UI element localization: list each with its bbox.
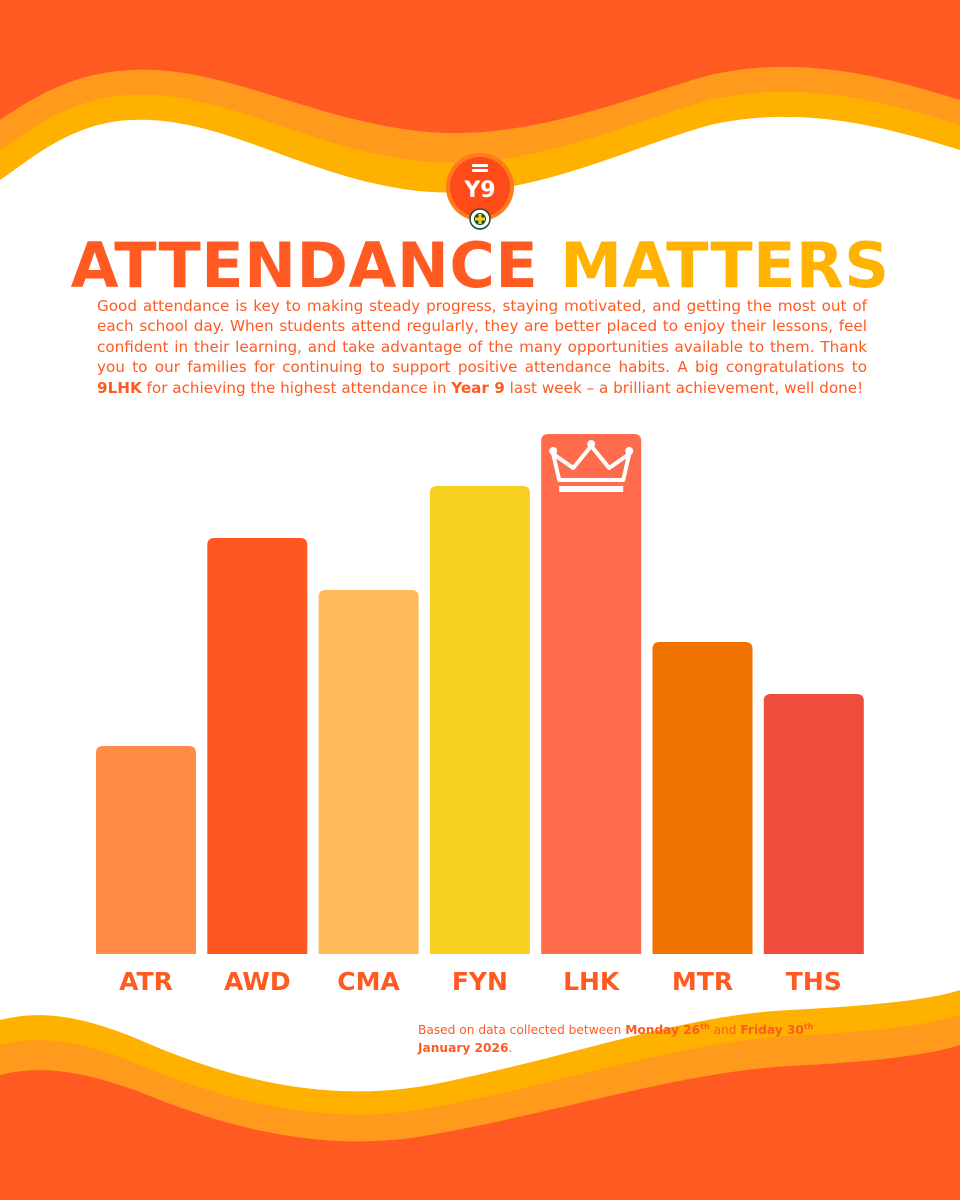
bar-atr	[96, 746, 196, 954]
bar-fyn	[429, 486, 530, 954]
title-attendance: ATTENDANCE	[70, 229, 539, 302]
footnote-end: .	[508, 1041, 513, 1056]
intro-text-3: last week – a brilliant achievement, wel…	[504, 378, 864, 397]
highlight-year: Year 9	[451, 378, 505, 397]
footnote-end-day: Friday 30	[740, 1023, 804, 1038]
intro-paragraph: Good attendance is key to making steady …	[97, 296, 867, 398]
bar-mtr	[652, 642, 753, 954]
x-tick-label-cma: CMA	[337, 967, 400, 996]
x-tick-label-awd: AWD	[224, 967, 291, 996]
data-footnote: Based on data collected between Monday 2…	[418, 1018, 858, 1057]
footnote-middle: and	[709, 1023, 741, 1038]
footnote-start-day: Monday 26	[625, 1023, 701, 1038]
bar-lhk	[541, 434, 642, 954]
x-tick-label-fyn: FYN	[452, 967, 508, 996]
x-tick-label-ths: THS	[786, 967, 842, 996]
x-tick-label-lhk: LHK	[563, 967, 621, 996]
bar-ths	[763, 694, 864, 954]
bar-awd	[207, 538, 308, 954]
top-wave-decoration	[0, 0, 960, 230]
bottom-wave-decoration	[0, 990, 960, 1200]
y9-logo: Y9	[446, 153, 514, 230]
highlight-form: 9LHK	[97, 378, 142, 397]
intro-text-2: for achieving the highest attendance in	[141, 378, 452, 397]
footnote-end-suffix: th	[803, 1022, 814, 1031]
title-matters: MATTERS	[560, 229, 890, 302]
crown-icon	[549, 440, 634, 492]
x-tick-label-atr: ATR	[119, 967, 173, 996]
page-title: ATTENDANCE MATTERS	[0, 228, 960, 304]
x-tick-label-mtr: MTR	[672, 967, 733, 996]
footnote-start-suffix: th	[700, 1022, 710, 1031]
intro-text: Good attendance is key to making steady …	[97, 297, 867, 377]
attendance-bar-chart: ATR AWD CMA FYN LHK MTR THS	[96, 434, 864, 996]
bar-cma	[318, 590, 419, 954]
logo-text: Y9	[463, 178, 495, 203]
footnote-prefix: Based on data collected between	[418, 1023, 626, 1038]
footnote-end-month: January 2026	[418, 1041, 509, 1056]
